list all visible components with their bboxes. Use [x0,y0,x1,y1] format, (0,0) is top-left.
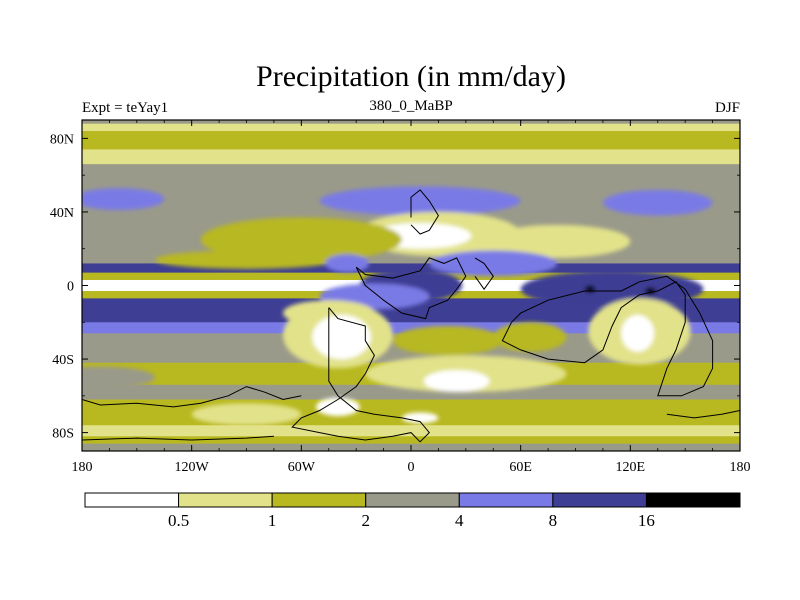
colorbar-swatch-4 [458,492,554,508]
precip-band-19 [82,425,740,437]
coastline-6 [82,435,274,441]
precip-region-8 [429,250,558,277]
colorbar-swatch-5 [552,492,647,508]
precip-band-16 [82,384,740,401]
precip-region-17 [312,314,371,360]
coastline-2 [410,189,439,235]
contour-regions [82,186,713,426]
precip-band-17 [82,399,740,415]
period-label: 380_0_MaBP [369,98,452,114]
precip-region-27 [191,403,302,426]
x-tick-label-2: 60W [288,460,316,475]
colorbar-swatch-0 [84,492,180,508]
coastlines [82,189,740,443]
map-plot-area [82,120,740,451]
x-tick-label-5: 120E [616,460,646,475]
colorbar-label-0: 0.5 [168,511,189,530]
x-tick-label-1: 120W [175,460,210,475]
colorbar: 0.5 1 2 4 8 16 [84,492,741,530]
coastline-3 [474,257,494,291]
precip-region-11 [520,270,704,308]
precip-region-1 [82,188,165,211]
x-tick-label-3: 0 [408,460,415,475]
precip-region-26 [82,366,156,389]
colorbar-label-1: 1 [268,511,277,530]
colorbar-swatch-1 [178,492,273,508]
experiment-label: Expt = teYay1 [82,100,168,116]
x-tick-label-6: 180 [730,460,751,475]
precip-band-8 [82,263,740,274]
precip-band-2 [82,131,740,151]
precip-region-9 [325,254,369,273]
colorbar-label-4: 8 [549,511,558,530]
coastline-4 [501,275,714,397]
y-axis: 80N 40N 0 40S 80S [50,132,740,442]
season-label: DJF [715,100,740,116]
precip-band-4 [82,164,740,191]
colorbar-swatch-3 [365,492,460,508]
precip-region-24 [315,397,360,417]
x-tick-label-0: 180 [72,460,93,475]
colorbar-label-3: 4 [455,511,464,530]
precip-band-20 [82,436,740,445]
precip-band-13 [82,322,740,334]
colorbar-label-5: 16 [638,511,655,530]
y-tick-label-4: 80S [52,427,74,442]
colorbar-swatch-6 [645,492,741,508]
y-tick-label-2: 0 [67,280,74,295]
colorbar-swatch-2 [271,492,367,508]
precip-region-5 [200,217,402,262]
precip-region-21 [392,325,503,356]
precip-band-3 [82,149,740,165]
precip-region-7 [155,250,338,269]
precip-region-22 [493,322,567,352]
x-tick-label-4: 60E [509,460,532,475]
precip-region-0 [319,186,521,216]
coastline-7 [666,410,740,419]
y-tick-label-0: 80N [50,132,74,147]
precip-region-6 [484,224,631,258]
coastline-1 [355,257,467,320]
precip-region-23 [423,370,490,393]
precip-region-12 [584,285,596,293]
precip-region-25 [401,412,439,424]
chart-title: Precipitation (in mm/day) [256,60,566,93]
x-axis: 180 120W 60W 0 60E 120E 180 [72,120,751,475]
coastline-5 [82,386,302,408]
colorbar-label-2: 2 [361,511,370,530]
y-tick-label-1: 40N [50,206,74,221]
precip-region-19 [621,314,655,352]
coastline-0 [291,307,430,443]
precip-region-2 [602,189,713,216]
precip-band-1 [82,123,740,132]
y-tick-label-3: 40S [52,353,74,368]
